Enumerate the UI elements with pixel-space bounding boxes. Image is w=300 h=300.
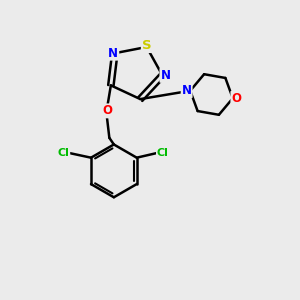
Text: O: O	[103, 104, 113, 117]
Text: Cl: Cl	[157, 148, 169, 158]
Text: N: N	[182, 84, 192, 97]
Text: O: O	[231, 92, 242, 105]
Text: N: N	[108, 47, 118, 60]
Text: Cl: Cl	[58, 148, 69, 158]
Text: S: S	[142, 39, 152, 52]
Text: N: N	[160, 69, 170, 82]
